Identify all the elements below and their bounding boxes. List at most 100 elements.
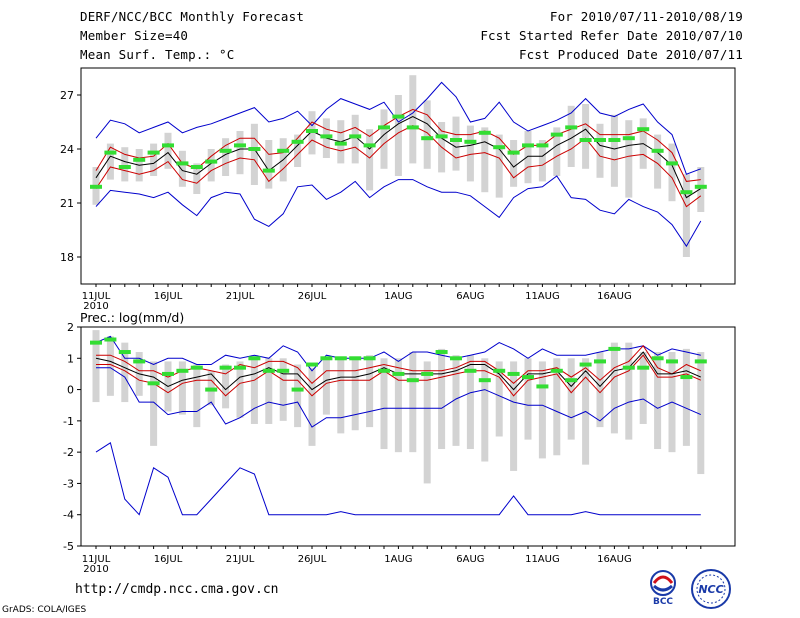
precip-panel: -5 -4 -3 -2 -1 0 1 2 11JUL 16JUL 21JUL 26JUL 1AUG 6AU… (63, 321, 736, 575)
series-max-line (95, 81, 701, 175)
plot-frame (80, 326, 736, 547)
median-marker (421, 136, 434, 141)
median-marker (594, 359, 606, 364)
precip-label: Prec.: log(mm/d) (80, 310, 184, 325)
range-box (610, 342, 618, 434)
median-marker (234, 365, 246, 370)
median-marker (608, 138, 621, 142)
median-marker (90, 340, 102, 345)
range-box (596, 123, 604, 178)
plot-frame (80, 67, 736, 285)
range-box (524, 131, 532, 184)
median-marker (190, 165, 203, 169)
median-marker (507, 371, 520, 376)
y-tick-label: 2 (67, 321, 74, 334)
x-tick-label: 6AUG (456, 291, 484, 302)
median-marker (234, 143, 246, 148)
range-box (409, 352, 417, 453)
range-box (394, 95, 402, 176)
range-box (553, 127, 561, 176)
median-marker (320, 134, 333, 139)
y-tick-label: 24 (60, 143, 74, 156)
median-marker (104, 150, 117, 155)
range-box (538, 140, 546, 182)
median-marker (349, 356, 362, 361)
range-box (654, 352, 662, 450)
median-marker (550, 132, 563, 137)
range-box (380, 358, 388, 450)
x-tick-label: 11AUG (525, 554, 560, 565)
median-marker (291, 139, 304, 144)
median-marker (435, 350, 448, 355)
median-marker (464, 368, 477, 373)
median-marker (622, 136, 635, 141)
range-box (121, 147, 129, 182)
median-marker (334, 356, 347, 361)
median-marker (291, 387, 304, 392)
range-box (654, 134, 662, 189)
median-marker (666, 359, 678, 364)
range-box (337, 358, 345, 434)
range-box (207, 149, 215, 182)
y-tick-label: 1 (67, 352, 74, 365)
median-marker (680, 190, 693, 195)
range-box (236, 131, 244, 175)
range-box (294, 364, 302, 428)
range-box (495, 134, 503, 198)
series-max-line (95, 335, 701, 372)
x-tick-label: 6AUG (456, 554, 484, 565)
range-box (438, 348, 446, 450)
median-marker (392, 114, 405, 119)
x-tick-label: 16JUL (154, 291, 183, 302)
bcc-logo: BCC (650, 570, 676, 607)
median-marker (219, 365, 232, 370)
temperature-panel: 18 21 24 27 11JUL 16JUL 21JUL 26JUL 1AUG 6AUG 11AU… (60, 67, 736, 312)
median-marker (392, 371, 405, 376)
range-box (682, 174, 690, 257)
range-box (250, 123, 258, 185)
median-marker (147, 150, 160, 155)
x-tick-label: 11JUL (82, 291, 111, 302)
median-marker (680, 375, 693, 380)
range-box (121, 342, 129, 403)
range-box (452, 116, 460, 171)
range-box (394, 358, 402, 453)
median-marker (406, 125, 419, 130)
range-box (668, 143, 676, 202)
median-marker (478, 130, 491, 135)
range-box (106, 336, 114, 396)
x-tick-label: 11AUG (525, 291, 560, 302)
grads-credit: GrADS: COLA/IGES (2, 605, 87, 615)
range-box (193, 163, 201, 194)
median-marker (118, 350, 131, 355)
median-marker (248, 356, 261, 361)
x-tick-label: 26JUL (298, 291, 327, 302)
y-tick-label: 27 (60, 89, 74, 102)
median-marker (205, 159, 218, 164)
x-tick-label: 16JUL (154, 554, 183, 565)
median-marker (507, 150, 520, 155)
range-box (466, 355, 474, 450)
produced-date: Fcst Produced Date 2010/07/11 (518, 47, 743, 62)
median-marker (262, 368, 275, 373)
range-box (697, 352, 705, 475)
median-marker (378, 125, 390, 130)
range-box (193, 364, 201, 428)
median-marker (608, 346, 621, 351)
range-box (510, 140, 518, 187)
range-box (250, 355, 258, 424)
bcc-logo-text: BCC (653, 597, 673, 607)
range-box (178, 150, 186, 187)
range-box (366, 355, 374, 428)
range-box (150, 361, 158, 446)
median-marker (522, 375, 534, 380)
series-floor-line (95, 442, 701, 516)
median-marker (133, 157, 146, 162)
y-tick-label: 0 (67, 384, 74, 397)
range-box (567, 105, 575, 167)
median-marker (262, 168, 275, 173)
footer-url[interactable]: http://cmdp.ncc.cma.gov.cn (75, 582, 279, 597)
x-tick-label: 1AUG (384, 554, 412, 565)
forecast-title: DERF/NCC/BCC Monthly Forecast (80, 9, 305, 24)
median-marker (104, 337, 117, 342)
